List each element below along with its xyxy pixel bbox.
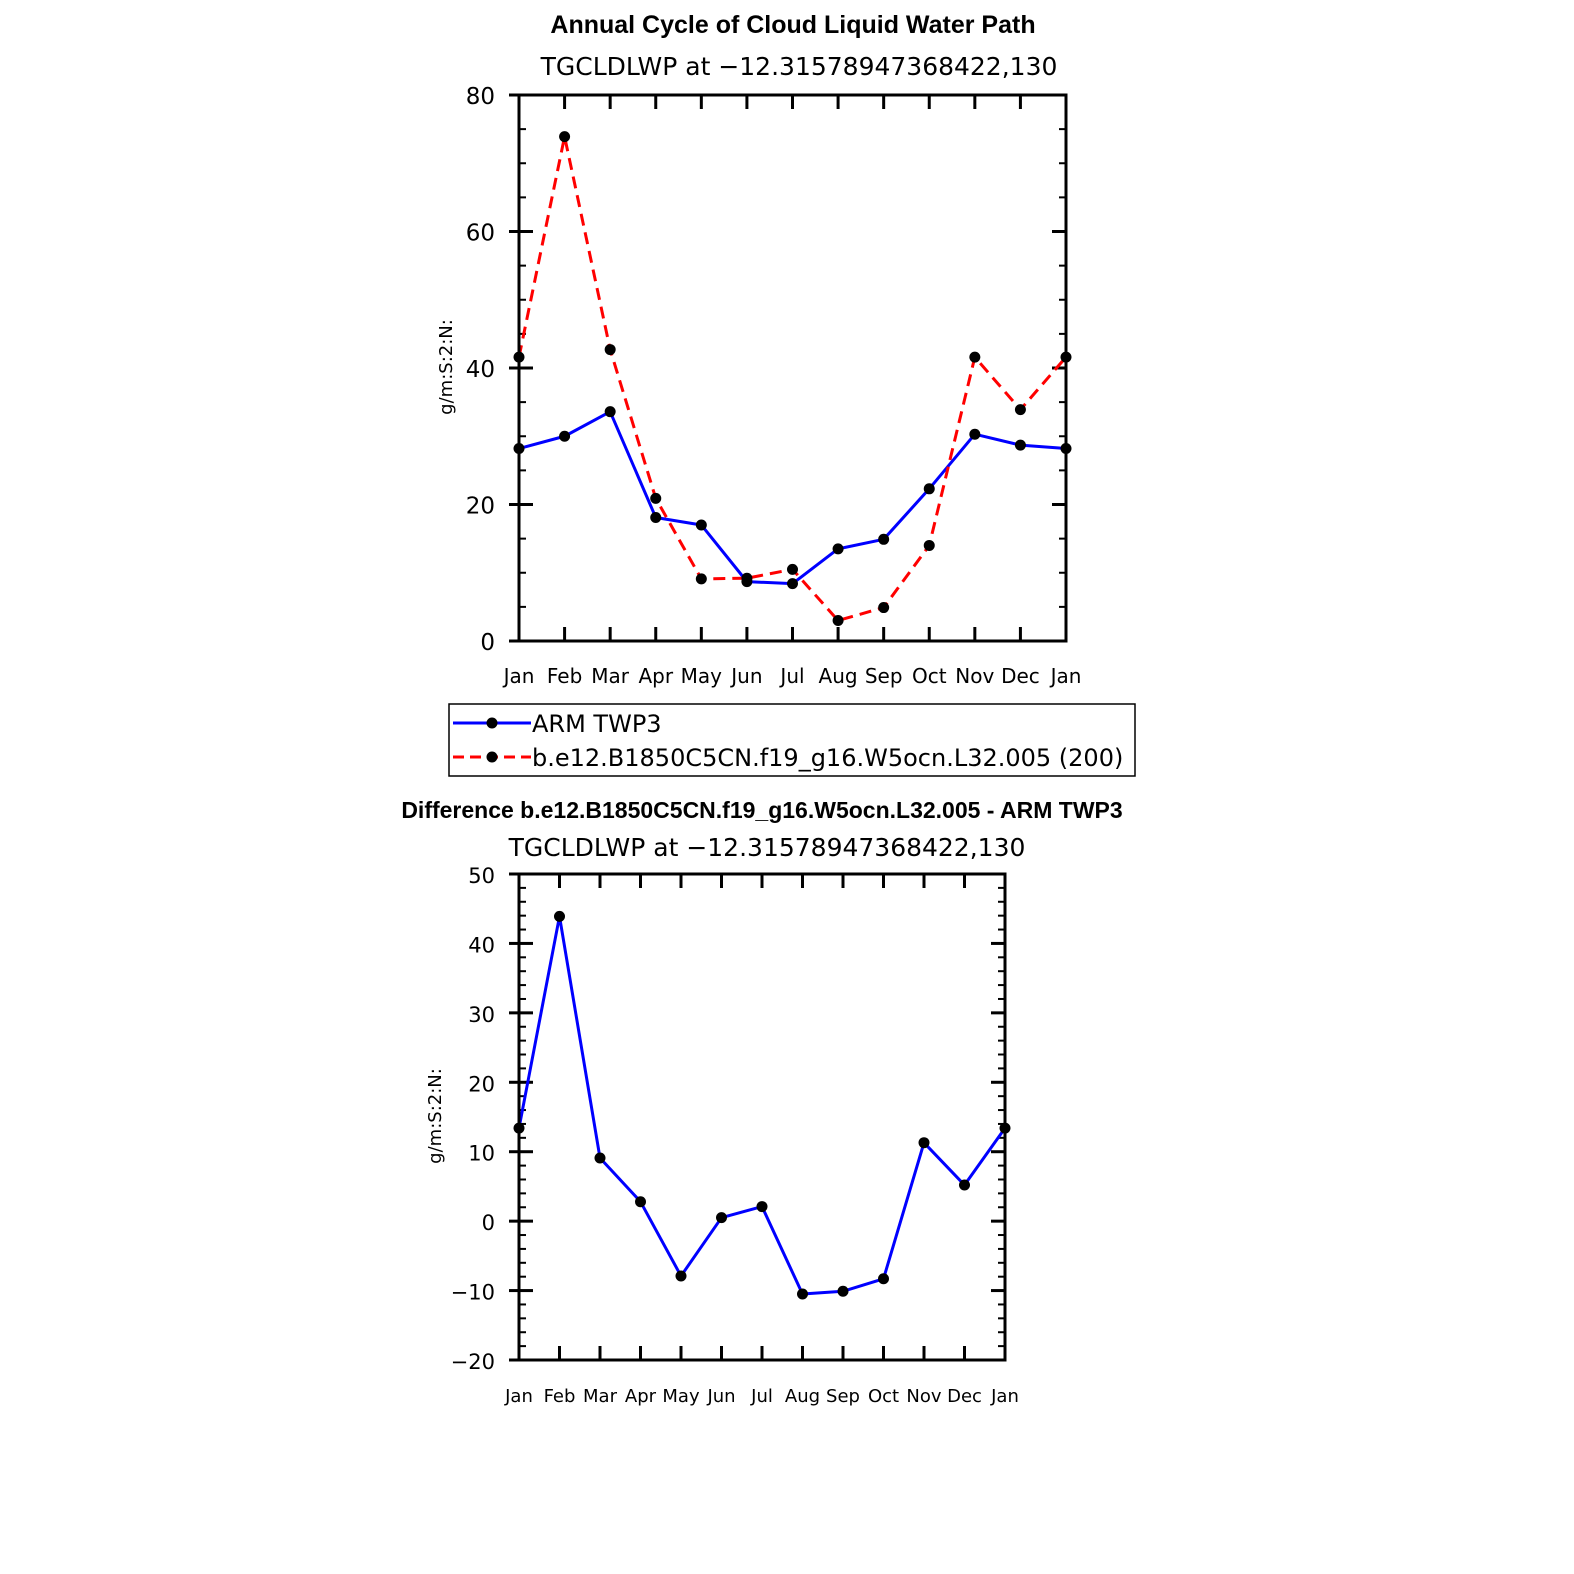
x-tick-label: Feb (544, 1386, 576, 1407)
series-0-point (787, 578, 798, 590)
x-tick-label: Jan (990, 1386, 1019, 1407)
series-1-point (741, 572, 753, 584)
x-tick-label: Feb (547, 664, 582, 688)
plot-series (513, 131, 1072, 627)
series-0-point (675, 1270, 687, 1282)
series-0-point (878, 533, 890, 545)
y-tick-label: 0 (482, 1211, 495, 1235)
x-tick-label: Sep (826, 1386, 860, 1407)
series-line-1 (517, 135, 1068, 623)
series-0-point (969, 428, 981, 440)
chart-subtitle: TGCLDLWP at −12.31578947368422,130 (540, 52, 1058, 81)
x-tick-label: May (662, 1386, 700, 1407)
x-tick-label: Dec (947, 1386, 982, 1407)
series-0-point (959, 1179, 970, 1191)
x-tick-label: May (681, 664, 723, 688)
series-1-point (604, 344, 616, 356)
y-tick-label: 30 (468, 1003, 495, 1027)
tick-labels: Jan Feb Mar Apr May Jun Jul Aug Sep Oct Nov Dec Jan 0… (466, 84, 1082, 688)
series-0-point (918, 1137, 930, 1149)
chart-annual-cycle: Annual Cycle of Cloud Liquid Water Path … (436, 11, 1136, 777)
x-tick-label: Aug (819, 664, 858, 688)
chart-subtitle: TGCLDLWP at −12.31578947368422,130 (508, 833, 1026, 862)
y-tick-label: 80 (466, 84, 495, 110)
series-0-point (716, 1212, 727, 1224)
x-tick-label: Apr (625, 1386, 657, 1407)
legend-label-arm: ARM TWP3 (532, 710, 662, 738)
series-1-point (559, 131, 571, 143)
y-tick-label: 20 (468, 1072, 495, 1096)
series-1-point (878, 602, 890, 614)
series-0-point (756, 1201, 768, 1213)
series-0-point (559, 430, 571, 442)
series-1-point (832, 615, 844, 627)
plot-frame (517, 872, 1007, 1362)
x-tick-label: Dec (1001, 664, 1040, 688)
x-tick-label: Jan (502, 664, 535, 688)
series-0-point (604, 406, 616, 418)
x-tick-label: Oct (868, 1386, 899, 1407)
series-0-point (554, 910, 565, 922)
y-axis-title: g/m:S:2:N: (425, 1068, 446, 1164)
legend-marker-model (486, 751, 498, 763)
x-tick-label: Jan (1049, 664, 1082, 688)
series-0-point (695, 519, 707, 531)
series-1-point (650, 492, 662, 504)
series-line-0 (517, 914, 1007, 1296)
legend-box (448, 703, 1136, 777)
y-tick-label: 20 (466, 494, 495, 520)
series-0-point (1014, 439, 1026, 451)
series-line-0 (518, 410, 1067, 586)
series-0-point (650, 511, 662, 523)
x-tick-label: Sep (865, 664, 903, 688)
series-0-point (797, 1288, 808, 1300)
y-tick-label: 40 (466, 357, 495, 383)
chart-title: Annual Cycle of Cloud Liquid Water Path (550, 11, 1035, 39)
plot-frame (517, 93, 1068, 643)
series-1-point (1014, 404, 1026, 416)
tick-labels: Jan Feb Mar Apr May Jun Jul Aug Sep Oct Nov Dec Jan−… (451, 864, 1019, 1407)
legend: ARM TWP3 b.e12.B1850C5CN.f19_g16.W5ocn.L… (448, 703, 1136, 777)
series-0-point (837, 1285, 849, 1297)
y-tick-label: 50 (468, 864, 495, 888)
x-tick-label: Jan (504, 1386, 533, 1407)
x-tick-label: Nov (955, 664, 994, 688)
plot-ticks (509, 872, 1007, 1362)
legend-marker-arm (486, 717, 498, 729)
y-axis-title: g/m:S:2:N: (436, 319, 457, 415)
y-tick-label: 40 (468, 933, 495, 957)
x-tick-label: Jul (778, 664, 804, 688)
x-tick-label: Apr (638, 664, 673, 688)
series-0-point (832, 543, 844, 555)
x-tick-label: Nov (906, 1386, 941, 1407)
y-tick-label: 10 (468, 1142, 495, 1166)
y-tick-label: −20 (451, 1350, 495, 1374)
x-tick-label: Jun (706, 1386, 735, 1407)
y-tick-label: −10 (451, 1281, 495, 1305)
x-tick-label: Jul (750, 1386, 773, 1407)
x-tick-label: Mar (591, 664, 630, 688)
series-0-point (635, 1196, 646, 1208)
series-1-point (695, 573, 707, 585)
chart-title: Difference b.e12.B1850C5CN.f19_g16.W5ocn… (401, 797, 1122, 823)
y-tick-label: 0 (480, 630, 495, 656)
series-0-point (878, 1273, 889, 1285)
y-tick-label: 60 (466, 221, 495, 247)
series-0-point (594, 1152, 606, 1164)
chart-difference: Difference b.e12.B1850C5CN.f19_g16.W5ocn… (401, 797, 1122, 1407)
legend-label-model: b.e12.B1850C5CN.f19_g16.W5ocn.L32.005 (2… (532, 744, 1123, 772)
x-tick-label: Mar (583, 1386, 618, 1407)
x-tick-label: Oct (912, 664, 947, 688)
x-tick-label: Aug (785, 1386, 820, 1407)
series-1-point (787, 563, 798, 575)
x-tick-label: Jun (729, 664, 762, 688)
series-1-point (923, 539, 935, 551)
series-0-point (923, 483, 935, 495)
series-1-point (969, 351, 981, 363)
plot-series (513, 910, 1011, 1300)
